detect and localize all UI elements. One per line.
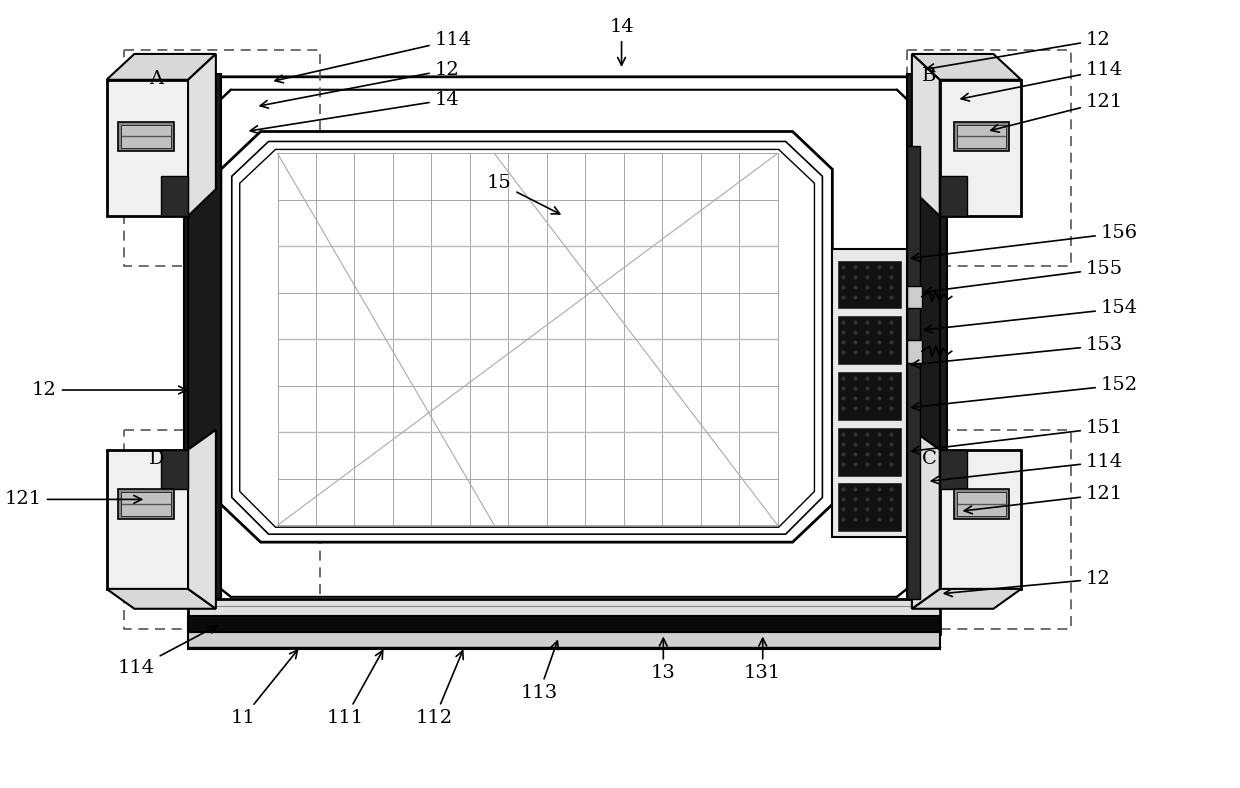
Polygon shape [119,121,174,151]
Text: 114: 114 [931,452,1123,484]
Polygon shape [119,489,174,519]
Polygon shape [906,74,940,599]
Text: 121: 121 [965,485,1123,514]
Text: 14: 14 [250,91,459,133]
Polygon shape [107,450,188,589]
Polygon shape [191,76,936,609]
Text: A: A [149,70,164,87]
Polygon shape [954,121,1009,151]
Text: 12: 12 [260,61,459,108]
Polygon shape [188,429,216,609]
Text: 114: 114 [961,61,1123,101]
Text: 155: 155 [925,260,1123,295]
Polygon shape [838,428,901,475]
Text: 121: 121 [991,93,1123,132]
Text: 15: 15 [487,174,559,214]
Polygon shape [915,142,946,599]
Text: 153: 153 [911,336,1123,368]
Text: 12: 12 [945,570,1111,597]
Text: 12: 12 [32,381,186,399]
Polygon shape [940,80,1022,216]
Polygon shape [188,74,221,599]
Polygon shape [184,74,216,589]
Polygon shape [906,147,920,599]
Polygon shape [906,340,921,363]
Polygon shape [122,492,171,516]
Polygon shape [188,632,940,649]
Text: D: D [149,450,165,468]
Text: 114: 114 [118,626,217,678]
Text: 151: 151 [911,418,1123,454]
Polygon shape [940,177,966,216]
Polygon shape [838,484,901,531]
Text: 112: 112 [417,651,464,727]
Text: 114: 114 [275,31,471,83]
Polygon shape [122,125,171,148]
Polygon shape [188,615,940,632]
Text: 14: 14 [609,18,634,65]
Polygon shape [911,429,940,609]
Text: C: C [921,450,936,468]
Polygon shape [911,54,1022,80]
Polygon shape [107,589,216,609]
Polygon shape [911,54,940,216]
Polygon shape [161,177,188,216]
Text: 113: 113 [521,641,558,702]
Polygon shape [954,489,1009,519]
Polygon shape [832,249,906,537]
Polygon shape [838,261,901,308]
Polygon shape [956,125,1007,148]
Polygon shape [188,54,216,216]
Polygon shape [161,450,188,489]
Text: 111: 111 [326,651,383,727]
Polygon shape [911,589,1022,609]
Text: 131: 131 [744,638,781,682]
Polygon shape [232,142,822,534]
Text: 12: 12 [926,31,1111,72]
Text: 154: 154 [925,299,1138,333]
Text: 13: 13 [651,638,676,682]
Text: B: B [921,67,936,85]
Polygon shape [940,450,1022,589]
Text: 156: 156 [911,224,1138,261]
Polygon shape [838,317,901,364]
Polygon shape [206,90,921,597]
Polygon shape [940,450,966,489]
Text: 152: 152 [911,376,1138,411]
Polygon shape [239,150,815,527]
Polygon shape [188,599,940,634]
Text: 121: 121 [5,490,141,508]
Polygon shape [221,132,832,542]
Text: 11: 11 [231,650,298,727]
Polygon shape [838,372,901,420]
Polygon shape [906,285,921,308]
Polygon shape [956,492,1007,516]
Polygon shape [107,54,216,80]
Polygon shape [107,80,188,216]
